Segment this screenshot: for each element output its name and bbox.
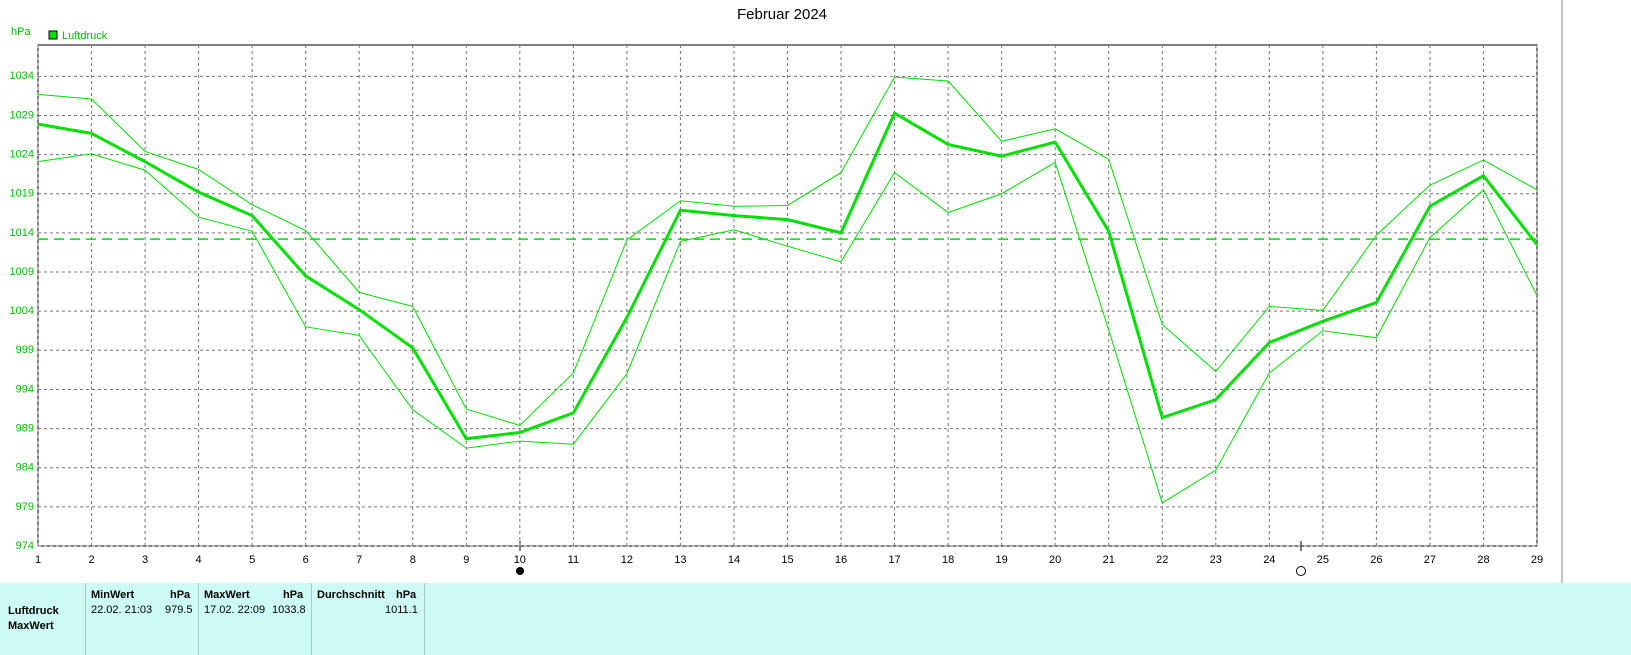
y-tick-label: 1019: [10, 188, 34, 200]
y-tick-label: 994: [16, 383, 34, 395]
y-tick-label: 999: [16, 344, 34, 356]
x-tick-label: 23: [1210, 554, 1222, 566]
header-unit: hPa: [283, 589, 304, 601]
line-min: [37, 153, 1538, 504]
x-tick-label: 25: [1317, 554, 1329, 566]
x-tick-label: 18: [942, 554, 954, 566]
x-tick-label: 5: [249, 554, 255, 566]
legend-swatch: [48, 30, 58, 40]
x-tick-label: 6: [303, 554, 309, 566]
col-sep: [85, 583, 86, 655]
header: MinWert: [91, 589, 135, 601]
y-axis-label: hPa: [11, 26, 31, 38]
x-tick-label: 9: [463, 554, 469, 566]
x-tick-label: 13: [674, 554, 686, 566]
x-tick-label: 24: [1263, 554, 1275, 566]
y-tick-label: 1004: [10, 305, 34, 317]
chart: Februar 2024 hPa Luftdruck 9749799849899…: [10, 0, 1563, 583]
y-tick-label: 984: [16, 462, 34, 474]
x-tick-label: 21: [1103, 554, 1115, 566]
x-tick-label: 4: [196, 554, 202, 566]
y-tick-label: 1034: [10, 70, 34, 82]
max-value: 1033.8: [272, 604, 306, 616]
x-tick-label: 10: [514, 554, 526, 566]
header: Durchschnitt: [317, 589, 385, 601]
x-tick-label: 26: [1370, 554, 1382, 566]
col-sep: [424, 583, 425, 655]
header: MaxWert: [204, 589, 250, 601]
x-tick-label: 12: [621, 554, 633, 566]
max-time: 17.02. 22:09: [204, 604, 266, 616]
line-values: [37, 110, 1539, 441]
y-tick-label: 1014: [10, 227, 34, 239]
x-tick-label: 2: [88, 554, 94, 566]
x-tick-label: 3: [142, 554, 148, 566]
moon-full: [516, 567, 524, 575]
legend-label: Luftdruck: [62, 30, 108, 42]
stats-table: MinWert hPa MaxWert hPa Durchschnitt hPa…: [0, 583, 1631, 655]
row-label: Luftdruck: [8, 605, 59, 617]
x-tick-label: 28: [1477, 554, 1489, 566]
x-tick-label: 19: [996, 554, 1008, 566]
min-value: 979.5: [165, 604, 193, 616]
plot-frame: [37, 44, 1538, 547]
y-tick-label: 989: [16, 422, 34, 434]
x-tick-label: 15: [781, 554, 793, 566]
row-label: MaxWert: [8, 620, 54, 632]
line-max: [37, 76, 1538, 427]
x-tick-label: 1: [35, 554, 41, 566]
col-sep: [311, 583, 312, 655]
y-tick-label: 1029: [10, 109, 34, 121]
x-tick-label: 14: [728, 554, 740, 566]
moon-new: [1296, 566, 1306, 576]
x-tick-label: 7: [356, 554, 362, 566]
x-tick-label: 17: [888, 554, 900, 566]
avg-value: 1011.1: [385, 604, 418, 616]
x-tick-label: 20: [1049, 554, 1061, 566]
x-tick-label: 11: [568, 554, 579, 566]
header-unit: hPa: [396, 589, 417, 601]
y-tick-label: 1009: [10, 266, 34, 278]
y-tick-label: 974: [16, 540, 34, 552]
chart-title: Februar 2024: [737, 6, 827, 23]
x-tick-label: 16: [835, 554, 847, 566]
col-sep: [198, 583, 199, 655]
x-tick-label: 22: [1156, 554, 1168, 566]
x-tick-label: 27: [1424, 554, 1436, 566]
y-tick-label: 1024: [10, 149, 34, 161]
y-tick-label: 979: [16, 501, 34, 513]
x-tick-label: 29: [1531, 554, 1543, 566]
header-unit: hPa: [170, 589, 191, 601]
x-tick-label: 8: [410, 554, 416, 566]
min-time: 22.02. 21:03: [91, 604, 153, 616]
